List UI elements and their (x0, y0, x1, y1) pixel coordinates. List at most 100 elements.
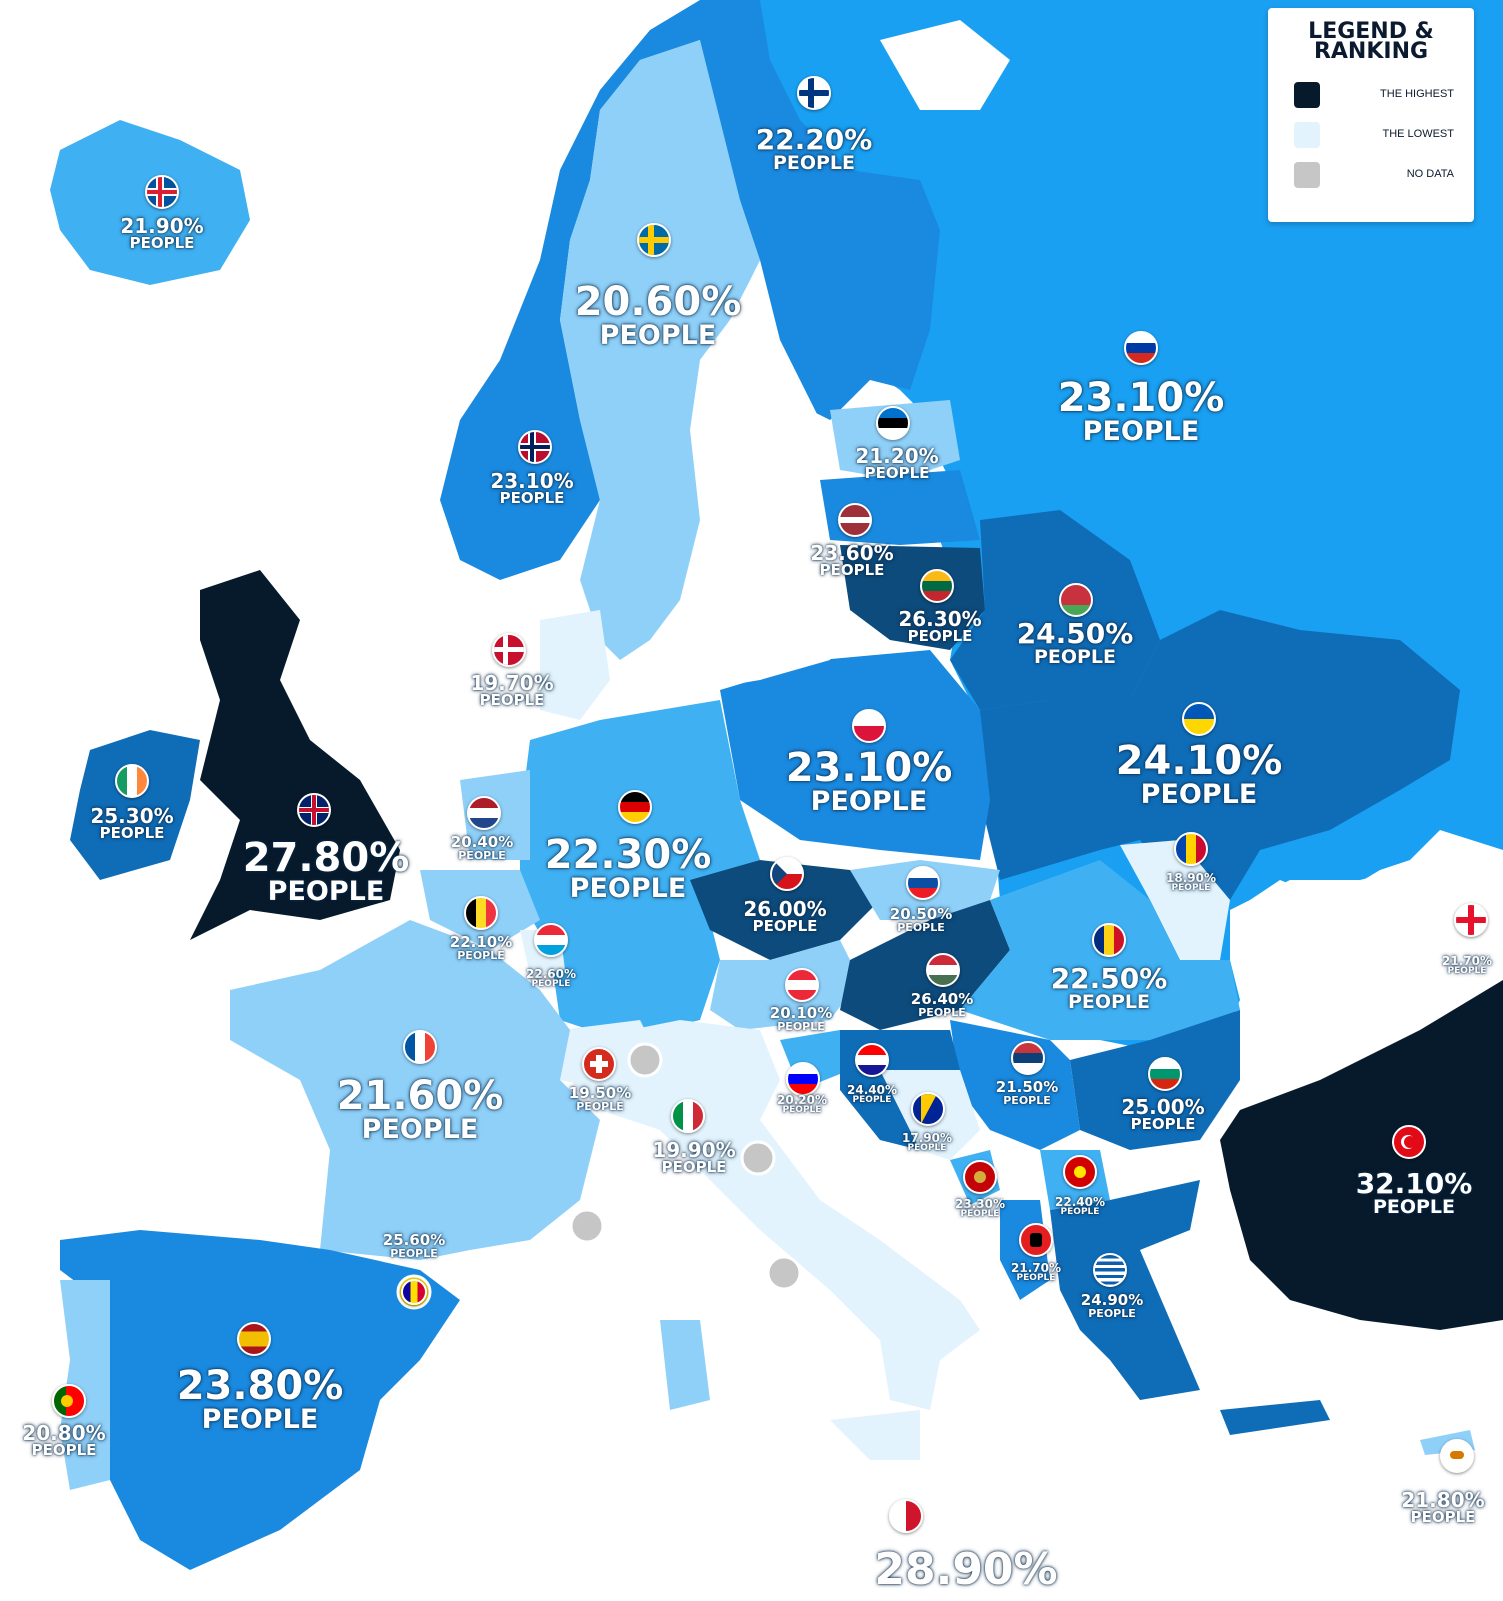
label-belarus: 24.50% PEOPLE (1017, 620, 1134, 667)
label-uk: 27.80% PEOPLE (243, 838, 410, 905)
legend-label: NO DATA (1406, 168, 1454, 180)
switzerland-flag-icon (582, 1047, 616, 1081)
region-uk (190, 570, 400, 940)
unit-switzerland: PEOPLE (576, 1100, 624, 1113)
value-romania: 22.50% (1050, 962, 1168, 995)
label-georgia: 21.70% PEOPLE (1442, 955, 1492, 976)
label-italy: 19.90% PEOPLE (652, 1140, 735, 1175)
no-data-marker (569, 1208, 605, 1244)
legend-swatch (1294, 162, 1320, 188)
estonia-flag-icon (876, 406, 910, 440)
hungary-flag-icon (926, 953, 960, 987)
cyprus-flag-icon (1440, 1439, 1474, 1473)
netherlands-flag-icon (467, 796, 501, 830)
label-estonia: 21.20% PEOPLE (855, 446, 938, 481)
unit-denmark: PEOPLE (479, 691, 545, 709)
value-iceland: 21.90% (120, 214, 204, 238)
value-north-macedonia: 22.40% (1055, 1195, 1105, 1209)
value-finland: 22.20% (755, 123, 873, 156)
unit-belgium: PEOPLE (457, 949, 505, 962)
value-germany: 22.30% (544, 832, 712, 878)
legend-item-lowest: THE LOWEST (1294, 122, 1454, 148)
region-greece (1050, 1180, 1200, 1400)
andorra-flag-icon (401, 1279, 427, 1305)
unit-ireland: PEOPLE (99, 824, 165, 842)
region-ukraine (980, 610, 1460, 900)
legend-title-line2: RANKING (1313, 39, 1429, 64)
luxembourg-flag-icon (534, 923, 568, 957)
no-data-marker (766, 1255, 802, 1291)
albania-flag-icon (1019, 1223, 1053, 1257)
region-ireland (70, 730, 200, 880)
romania-flag-icon (1092, 923, 1126, 957)
unit-montenegro: PEOPLE (960, 1209, 1000, 1219)
unit-belarus: PEOPLE (1033, 646, 1117, 668)
value-cyprus: 21.80% (1401, 1488, 1485, 1512)
moldova-flag-icon (1174, 832, 1208, 866)
region-sweden (560, 40, 760, 660)
value-uk: 27.80% (242, 835, 410, 881)
unit-france: PEOPLE (361, 1114, 479, 1145)
unit-hungary: PEOPLE (918, 1006, 966, 1019)
label-norway: 23.10% PEOPLE (490, 471, 573, 506)
value-turkey: 32.10% (1355, 1167, 1473, 1200)
value-sweden: 20.60% (574, 279, 742, 325)
label-greece: 24.90% PEOPLE (1081, 1293, 1143, 1320)
unit-uk: PEOPLE (267, 876, 385, 907)
label-germany: 22.30% PEOPLE (545, 835, 712, 902)
ukraine-flag-icon (1182, 702, 1216, 736)
label-netherlands: 20.40% PEOPLE (451, 835, 513, 862)
label-poland: 23.10% PEOPLE (786, 748, 953, 815)
norway-flag-icon (518, 430, 552, 464)
region-norway (440, 0, 700, 580)
value-poland: 23.10% (785, 745, 953, 791)
croatia-flag-icon (855, 1043, 889, 1077)
unit-ukraine: PEOPLE (1140, 779, 1258, 810)
region-czechia (690, 860, 880, 960)
unit-austria: PEOPLE (777, 1020, 825, 1033)
russia-flag-icon (1124, 331, 1158, 365)
value-lithuania: 26.30% (898, 607, 982, 631)
region-sardinia (660, 1320, 710, 1410)
label-slovakia: 20.50% PEOPLE (890, 907, 952, 934)
legend-title-line1: LEGEND & (1308, 19, 1434, 44)
value-denmark: 19.70% (470, 671, 554, 695)
label-moldova: 18.90% PEOPLE (1166, 872, 1216, 893)
unit-latvia: PEOPLE (819, 561, 885, 579)
label-sweden: 20.60% PEOPLE (575, 282, 742, 349)
adriatic-sea (770, 1080, 1000, 1300)
region-estonia (830, 400, 960, 480)
region-germany (520, 700, 760, 1040)
label-france: 21.60% PEOPLE (337, 1076, 504, 1143)
region-denmark (540, 610, 610, 720)
unit-croatia: PEOPLE (852, 1095, 892, 1105)
no-data-marker (740, 1140, 776, 1176)
belarus-flag-icon (1059, 583, 1093, 617)
value-estonia: 21.20% (855, 444, 939, 468)
unit-netherlands: PEOPLE (458, 849, 506, 862)
label-russia: 23.10% PEOPLE (1058, 378, 1225, 445)
no-data-marker (627, 1042, 663, 1078)
value-andorra: 25.60% (382, 1231, 446, 1249)
region-france (230, 920, 600, 1260)
value-slovenia: 20.20% (777, 1093, 827, 1107)
value-serbia: 21.50% (995, 1078, 1059, 1096)
label-ireland: 25.30% PEOPLE (90, 806, 173, 841)
value-belarus: 24.50% (1016, 617, 1134, 650)
region-lithuania (840, 545, 985, 650)
label-spain: 23.80% PEOPLE (177, 1366, 344, 1433)
spain-flag-icon (237, 1322, 271, 1356)
region-hungary (840, 900, 1010, 1030)
legend-title: LEGEND & RANKING (1268, 19, 1474, 64)
label-albania: 21.70% PEOPLE (1011, 1262, 1061, 1283)
austria-flag-icon (785, 968, 819, 1002)
unit-turkey: PEOPLE (1372, 1196, 1456, 1218)
value-moldova: 18.90% (1166, 871, 1216, 885)
unit-slovakia: PEOPLE (897, 921, 945, 934)
value-ukraine: 24.10% (1115, 738, 1283, 784)
unit-romania: PEOPLE (1067, 991, 1151, 1013)
value-italy: 19.90% (652, 1138, 736, 1162)
greece-flag-icon (1093, 1253, 1127, 1287)
unit-estonia: PEOPLE (864, 464, 930, 482)
black-sea (1230, 860, 1503, 1090)
